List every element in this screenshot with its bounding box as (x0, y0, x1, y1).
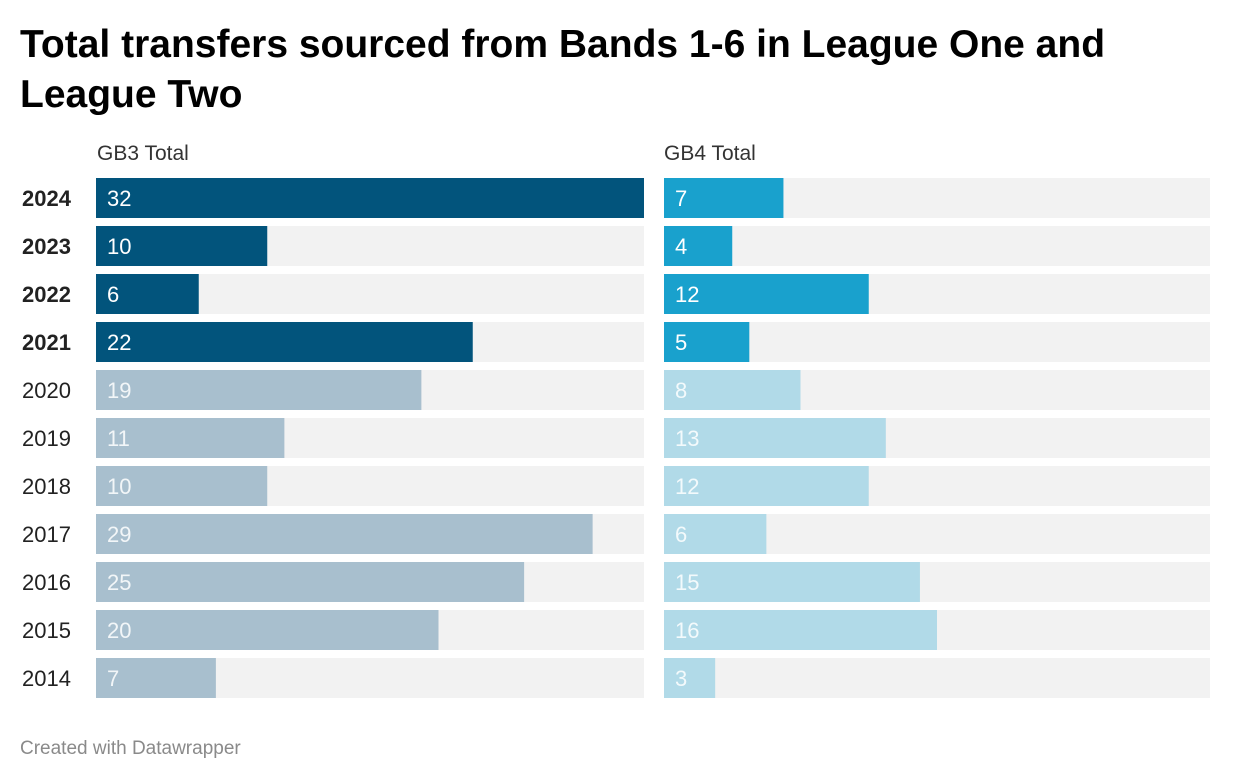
gb3-column-header: GB3 Total (97, 142, 189, 165)
gb3-bar (96, 322, 473, 362)
gb3-bar (96, 466, 268, 506)
year-label: 2024 (22, 186, 72, 211)
year-label: 2016 (22, 570, 71, 595)
gb4-value-label: 5 (675, 330, 687, 355)
gb4-value-label: 7 (675, 186, 687, 211)
gb4-bar-track (664, 658, 1210, 698)
year-label: 2021 (22, 330, 71, 355)
gb4-value-label: 12 (675, 282, 699, 307)
gb4-bar (664, 226, 733, 266)
gb4-value-label: 4 (675, 234, 687, 259)
gb3-value-label: 19 (107, 378, 131, 403)
year-label: 2019 (22, 426, 71, 451)
gb3-value-label: 6 (107, 282, 119, 307)
gb4-bar (664, 610, 937, 650)
gb3-bar (96, 514, 593, 554)
gb3-value-label: 29 (107, 522, 131, 547)
gb3-bar (96, 274, 199, 314)
gb3-bar (96, 418, 285, 458)
year-label: 2023 (22, 234, 71, 259)
year-label: 2020 (22, 378, 71, 403)
gb3-bar (96, 178, 644, 218)
gb3-bar (96, 610, 439, 650)
gb4-bar (664, 562, 920, 602)
year-label: 2017 (22, 522, 71, 547)
gb4-value-label: 3 (675, 666, 687, 691)
year-label: 2015 (22, 618, 71, 643)
gb4-value-label: 13 (675, 426, 699, 451)
gb4-value-label: 16 (675, 618, 699, 643)
gb4-bar (664, 178, 784, 218)
gb4-value-label: 6 (675, 522, 687, 547)
gb4-bar (664, 322, 750, 362)
gb4-bar (664, 466, 869, 506)
chart-title: Total transfers sourced from Bands 1-6 i… (20, 23, 1106, 116)
datawrapper-credit: Created with Datawrapper (20, 738, 241, 759)
gb3-value-label: 10 (107, 474, 131, 499)
gb3-bar (96, 562, 525, 602)
gb4-bar (664, 658, 716, 698)
gb3-value-label: 22 (107, 330, 131, 355)
gb4-value-label: 12 (675, 474, 699, 499)
gb4-bar (664, 514, 767, 554)
gb3-value-label: 11 (107, 426, 130, 451)
gb4-value-label: 8 (675, 378, 687, 403)
gb3-bar (96, 226, 268, 266)
gb4-value-label: 15 (675, 570, 699, 595)
gb3-value-label: 7 (107, 666, 119, 691)
year-label: 2022 (22, 282, 71, 307)
gb3-bar (96, 658, 216, 698)
gb3-value-label: 20 (107, 618, 131, 643)
gb4-bar-track (664, 226, 1210, 266)
gb4-bar (664, 370, 801, 410)
gb3-bar (96, 370, 422, 410)
gb4-bar (664, 274, 869, 314)
gb3-value-label: 32 (107, 186, 131, 211)
gb4-column-header: GB4 Total (664, 142, 756, 165)
year-label: 2018 (22, 474, 71, 499)
year-label: 2014 (22, 666, 71, 691)
gb4-bar-track (664, 322, 1210, 362)
gb4-bar (664, 418, 886, 458)
gb3-value-label: 10 (107, 234, 131, 259)
gb3-value-label: 25 (107, 570, 131, 595)
